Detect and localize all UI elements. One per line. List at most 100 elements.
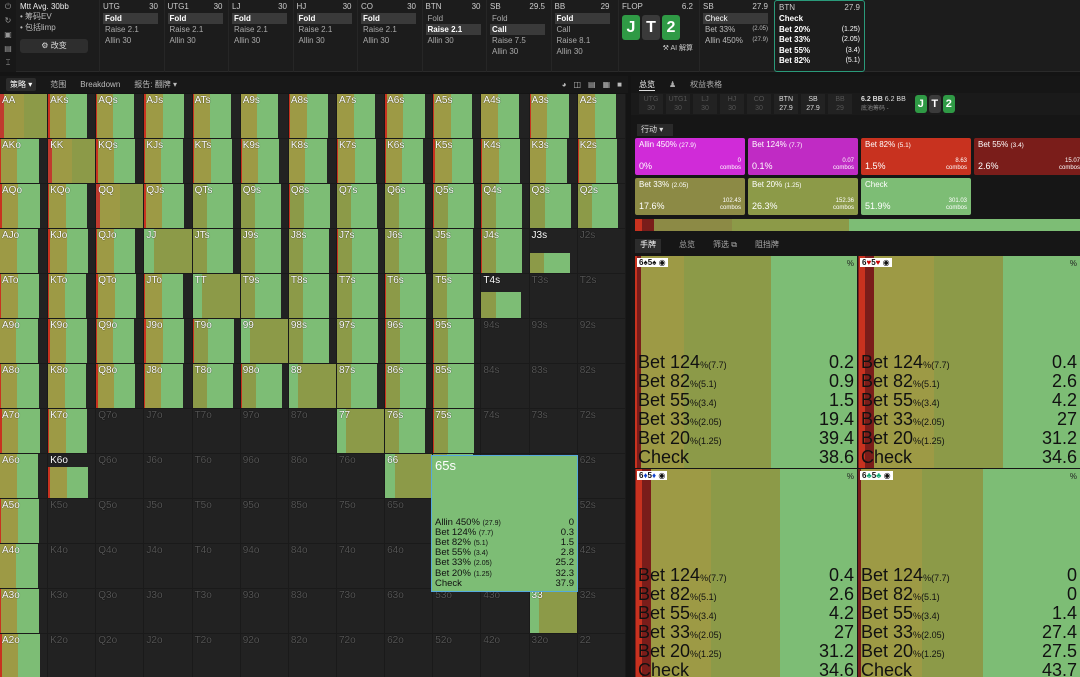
hand-cell[interactable]: K7o: [48, 409, 97, 454]
hand-cell[interactable]: TT: [192, 274, 241, 319]
hand-cell[interactable]: 98s: [288, 319, 337, 364]
hand-cell[interactable]: J2s: [577, 229, 626, 274]
hand-cell[interactable]: 52o: [433, 634, 482, 677]
hand-cell[interactable]: K2o: [48, 634, 97, 677]
hand-cell[interactable]: A2s: [577, 94, 626, 139]
hand-cell[interactable]: J7o: [144, 409, 193, 454]
action-option[interactable]: Fold: [296, 13, 352, 24]
hand-cell[interactable]: T9o: [192, 319, 241, 364]
action-option[interactable]: Allin 30: [363, 36, 390, 45]
action-option[interactable]: Allin 30: [298, 36, 325, 45]
action-option[interactable]: Fold: [167, 13, 223, 24]
save-icon[interactable]: ▣: [4, 30, 12, 39]
action-tile[interactable]: Check 51.9% 301.03 combos: [861, 178, 971, 215]
hand-cell[interactable]: J8s: [288, 229, 337, 274]
hand-cell[interactable]: Q9o: [96, 319, 145, 364]
hand-cell[interactable]: 43o: [481, 589, 530, 634]
grid-view-icon[interactable]: ◕: [561, 80, 567, 89]
hand-cell[interactable]: 75s: [433, 409, 482, 454]
hand-cell[interactable]: 73o: [336, 589, 386, 634]
hand-cell[interactable]: A3o: [0, 589, 49, 634]
hand-cell[interactable]: 52s: [577, 499, 626, 544]
hand-cell[interactable]: 83o: [288, 589, 337, 634]
action-option[interactable]: Raise 2.1: [363, 25, 397, 34]
position-column-co[interactable]: CO 30 Fold Raise 2.1 Allin 30: [357, 0, 419, 72]
hand-cell[interactable]: 53o: [433, 589, 482, 634]
hand-cell[interactable]: 76s: [385, 409, 434, 454]
hand-cell[interactable]: 65o: [385, 499, 434, 544]
action-option[interactable]: Fold: [103, 13, 158, 24]
hand-cell[interactable]: A6o: [0, 454, 49, 499]
hand-cell[interactable]: QJs: [144, 184, 193, 229]
hand-cell[interactable]: 94s: [481, 319, 530, 364]
hand-cell[interactable]: 72s: [577, 409, 626, 454]
hand-cell[interactable]: 97o: [240, 409, 289, 454]
tab-hands[interactable]: 手牌: [635, 239, 661, 253]
hand-cell[interactable]: J5o: [144, 499, 193, 544]
hand-cell[interactable]: 87o: [288, 409, 337, 454]
hand-cell[interactable]: T2s: [577, 274, 626, 319]
hand-cell[interactable]: 42o: [481, 634, 530, 677]
hand-cell[interactable]: A2o: [0, 634, 49, 677]
range-tab[interactable]: 范围: [50, 80, 67, 89]
hand-cell[interactable]: 62o: [385, 634, 434, 677]
hand-cell[interactable]: K5o: [48, 499, 97, 544]
hand-cell[interactable]: A7o: [0, 409, 49, 454]
hand-cell[interactable]: JJ: [144, 229, 193, 274]
action-option[interactable]: Fold: [554, 13, 610, 24]
posbar-utg[interactable]: UTG 30: [639, 94, 663, 114]
hand-cell[interactable]: T7s: [336, 274, 386, 319]
hand-cell[interactable]: T7o: [192, 409, 241, 454]
hand-cell[interactable]: Q5s: [433, 184, 482, 229]
hand-cell[interactable]: T2o: [192, 634, 241, 677]
hand-cell[interactable]: 95s: [433, 319, 482, 364]
position-column-utg[interactable]: UTG 30 Fold Raise 2.1 Allin 30: [99, 0, 161, 72]
hand-cell[interactable]: K5s: [433, 139, 482, 184]
hand-cell[interactable]: 77: [336, 409, 386, 454]
hand-cell[interactable]: 63o: [385, 589, 434, 634]
hand-cell[interactable]: Q2o: [96, 634, 145, 677]
hand-cell[interactable]: Q7s: [336, 184, 386, 229]
hand-cell[interactable]: Q8o: [96, 364, 145, 409]
hand-cell[interactable]: 87s: [336, 364, 386, 409]
hand-cell[interactable]: KJs: [144, 139, 193, 184]
sb-action-option[interactable]: Check: [703, 13, 768, 24]
hand-cell[interactable]: K3o: [48, 589, 97, 634]
hand-cell[interactable]: T8s: [288, 274, 337, 319]
hand-cell[interactable]: 32s: [577, 589, 626, 634]
action-option[interactable]: Raise 2.1: [169, 25, 204, 34]
hand-cell[interactable]: 86o: [288, 454, 337, 499]
action-tile[interactable]: Bet 33% (2.05) 17.6% 102.43 combos: [635, 178, 745, 215]
report-dropdown[interactable]: 报告: 翻牌 ▾: [134, 80, 177, 89]
hand-cell[interactable]: 73s: [529, 409, 578, 454]
hand-cell[interactable]: T3o: [192, 589, 241, 634]
action-option[interactable]: Raise 2.1: [298, 25, 333, 34]
hand-cell[interactable]: 92s: [577, 319, 626, 364]
hand-cell[interactable]: T4o: [192, 544, 241, 589]
tab-equity-table[interactable]: 权益表格: [690, 80, 723, 89]
action-dropdown[interactable]: 行动 ▾: [637, 124, 673, 136]
combo-card[interactable]: 6♦5♦ ◉% Bet 124%(7.7) 0.4 Bet 82%(5.1) 2.6 Be…: [635, 469, 857, 677]
hand-cell[interactable]: Q4o: [96, 544, 145, 589]
position-column-bb[interactable]: BB 29 Fold Call Raise 8.1 Allin 30: [550, 0, 613, 72]
action-option[interactable]: Raise 2.1: [425, 24, 481, 35]
hand-cell[interactable]: J9o: [144, 319, 193, 364]
action-option[interactable]: Allin 30: [556, 47, 583, 56]
hand-cell[interactable]: 98o: [240, 364, 289, 409]
position-column-sb[interactable]: SB 29.5 Fold Call Raise 7.5 Allin 30: [486, 0, 548, 72]
tab-blockers[interactable]: 阻挡牌: [754, 240, 779, 249]
hand-cell[interactable]: J7s: [336, 229, 386, 274]
hand-cell[interactable]: J6o: [144, 454, 193, 499]
hand-cell[interactable]: 62s: [577, 454, 626, 499]
hand-cell[interactable]: Q6s: [385, 184, 434, 229]
hand-cell[interactable]: 84s: [481, 364, 530, 409]
hand-cell[interactable]: K6s: [385, 139, 434, 184]
hand-cell[interactable]: 92o: [240, 634, 289, 677]
hand-cell[interactable]: 96o: [240, 454, 289, 499]
btn-action-option[interactable]: Bet 33% (2.05): [779, 35, 860, 44]
posbar-co[interactable]: CO 30: [747, 94, 771, 114]
hand-cell[interactable]: J4o: [144, 544, 193, 589]
btn-action-option[interactable]: Bet 55% (3.4): [779, 45, 860, 55]
hand-cell[interactable]: A8o: [0, 364, 49, 409]
strategy-tab[interactable]: 策略 ▾: [6, 78, 37, 91]
